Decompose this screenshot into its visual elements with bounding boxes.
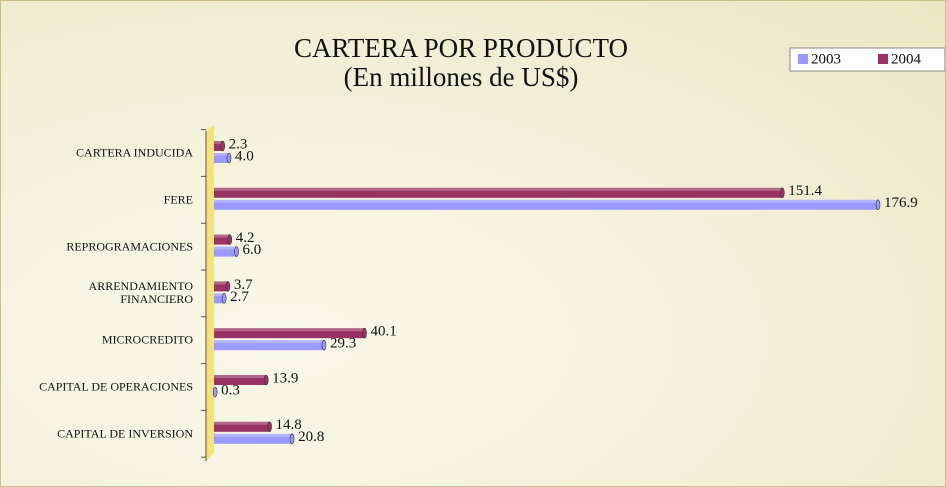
bar: [214, 153, 230, 163]
bar-end: [227, 234, 233, 245]
bar-highlight: [214, 141, 223, 144]
bar-end: [267, 421, 272, 433]
value-label: 2.3: [229, 136, 248, 152]
bar-highlight: [214, 375, 267, 378]
bar-end: [321, 339, 327, 351]
bar-end: [234, 246, 239, 257]
bar-highlight: [214, 281, 228, 285]
value-label: 2.7: [230, 289, 249, 305]
axis-wall: [206, 125, 214, 461]
bar: [214, 246, 237, 257]
value-label: 6.0: [243, 242, 262, 258]
bar-end: [875, 199, 881, 211]
bar-end: [263, 374, 269, 386]
bar-end: [212, 386, 218, 398]
bar-highlight: [214, 246, 237, 250]
bar-end: [779, 187, 785, 199]
value-label: 0.3: [221, 382, 240, 398]
bar: [214, 234, 230, 245]
category-label: REPROGRAMACIONES: [66, 239, 193, 254]
value-label: 20.8: [298, 429, 324, 445]
bar-end: [225, 281, 231, 292]
value-label: 14.8: [276, 417, 302, 433]
bar: [214, 141, 223, 151]
bar: [214, 187, 783, 198]
bar: [214, 375, 267, 385]
bar: [214, 199, 878, 210]
bar-highlight: [214, 234, 230, 238]
value-label: 13.9: [272, 370, 298, 386]
bar-highlight: [214, 199, 878, 203]
bar-highlight: [214, 433, 293, 437]
bar-end: [220, 140, 225, 152]
bar-end: [221, 293, 227, 304]
bar: [214, 328, 365, 339]
value-label: 4.2: [236, 230, 255, 246]
value-label: 4.0: [235, 148, 254, 164]
chart-title: CARTERA POR PRODUCTO: [294, 33, 628, 63]
bar-highlight: [214, 340, 324, 344]
value-label: 151.4: [788, 183, 822, 199]
bar-end: [362, 327, 367, 339]
chart-subtitle: (En millones de US$): [344, 62, 579, 92]
bar: [214, 421, 270, 432]
value-label: 29.3: [330, 336, 356, 352]
value-label: 176.9: [884, 195, 918, 211]
value-label: 3.7: [234, 277, 253, 293]
bar: [214, 433, 293, 444]
category-label: CARTERA INDUCIDA: [76, 145, 193, 160]
category-label: ARRENDAMIENTO FINANCIERO: [88, 279, 193, 307]
bar: [214, 340, 324, 351]
bar: [214, 281, 228, 292]
bar-highlight: [214, 421, 270, 425]
category-label: MICROCREDITO: [101, 332, 193, 347]
value-label: 40.1: [371, 324, 397, 340]
bar-highlight: [214, 293, 225, 297]
bar-highlight: [214, 187, 783, 191]
bar-highlight: [214, 328, 365, 332]
legend-swatch: [878, 54, 888, 64]
category-label: FERE: [163, 192, 193, 207]
bar: [214, 293, 225, 304]
category-label: CAPITAL DE OPERACIONES: [39, 379, 193, 394]
legend-box: [789, 47, 945, 72]
bar-end: [226, 152, 232, 164]
legend-swatch: [798, 54, 808, 64]
legend-label: 2004: [891, 51, 922, 67]
bar-end: [289, 433, 295, 445]
category-label: CAPITAL DE INVERSION: [57, 426, 193, 441]
bar-highlight: [214, 153, 230, 156]
legend-label: 2003: [811, 51, 841, 67]
